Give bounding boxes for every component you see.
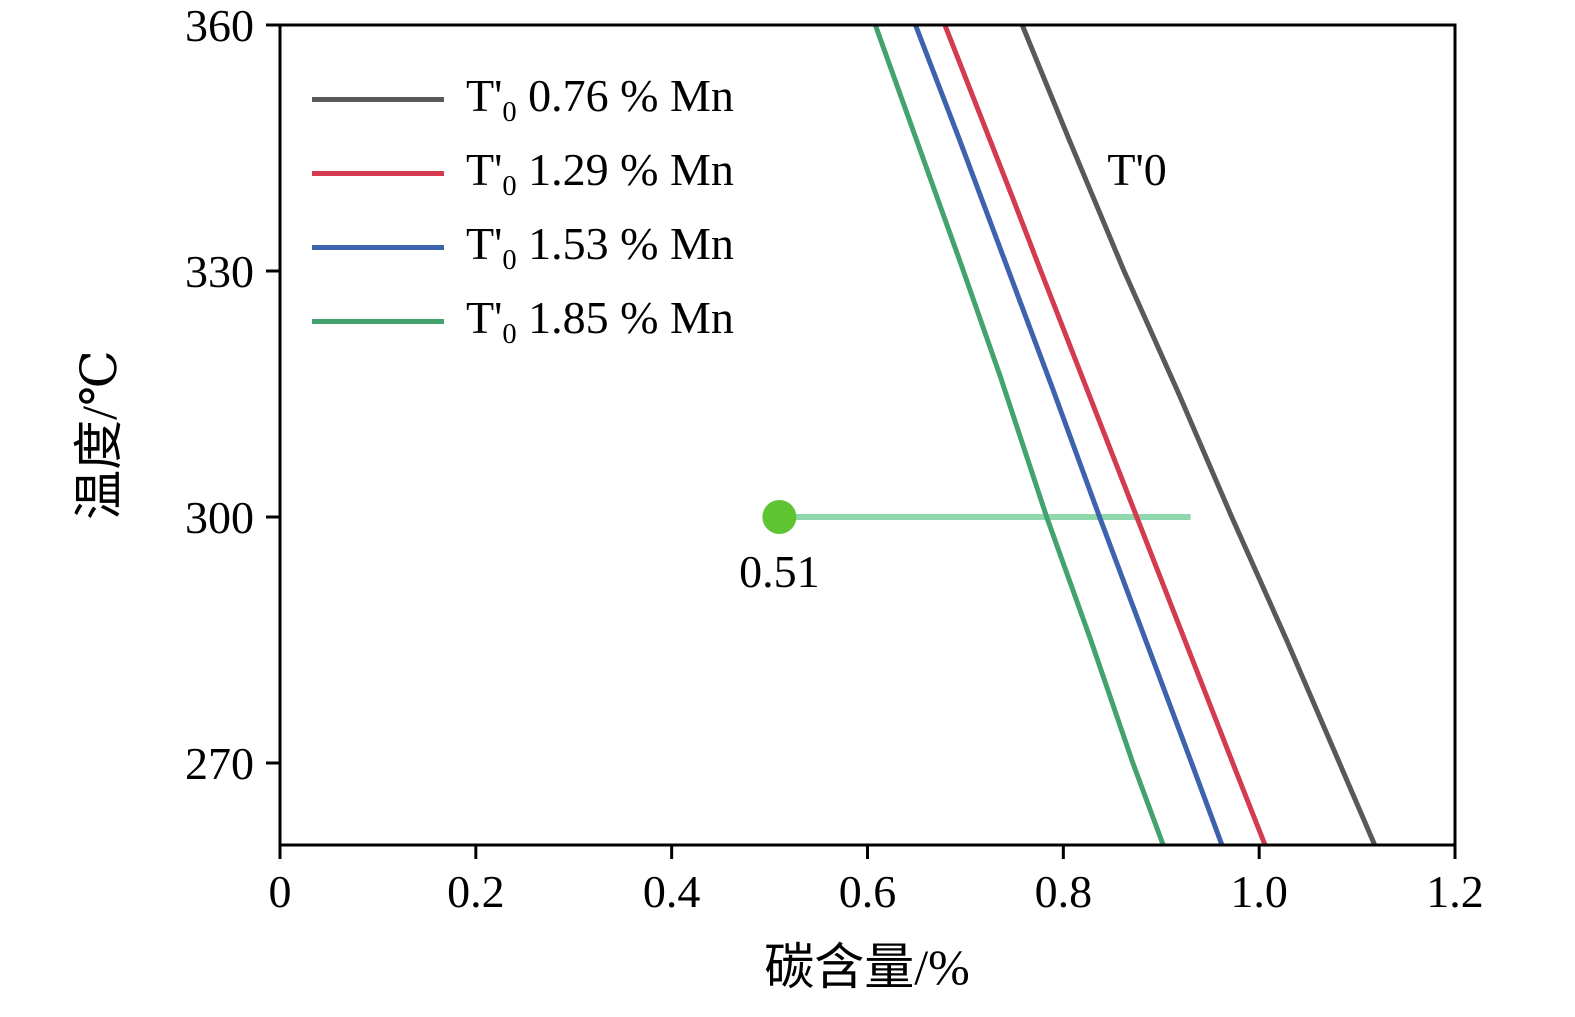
y-axis-label: 温度/℃ — [71, 350, 127, 520]
y-tick-label: 300 — [185, 492, 254, 543]
x-tick-label: 1.0 — [1230, 866, 1288, 917]
legend-item: T'0 1.29 % Mn — [312, 136, 734, 210]
legend-item: T'0 1.53 % Mn — [312, 210, 734, 284]
x-axis-label: 碳含量/% — [764, 939, 970, 995]
x-tick-label: 0.4 — [643, 866, 701, 917]
x-tick-label: 0.8 — [1035, 866, 1093, 917]
series-line-t0-153mn — [913, 25, 1225, 845]
legend-line-swatch — [312, 170, 444, 176]
x-tick-label: 1.2 — [1426, 866, 1484, 917]
legend-line-swatch — [312, 96, 444, 102]
marker-label: 0.51 — [739, 546, 820, 597]
legend-label: T'0 1.53 % Mn — [466, 217, 734, 277]
series-line-t0-129mn — [942, 25, 1268, 845]
y-tick-label: 360 — [185, 0, 254, 51]
legend-item: T'0 1.85 % Mn — [312, 284, 734, 358]
x-tick-label: 0.6 — [839, 866, 897, 917]
legend-item: T'0 0.76 % Mn — [312, 62, 734, 136]
series-line-t0-185mn — [872, 25, 1166, 845]
legend-line-swatch — [312, 318, 444, 324]
y-tick-label: 330 — [185, 246, 254, 297]
series-group — [872, 25, 1378, 845]
x-tick-label: 0.2 — [447, 866, 505, 917]
legend: T'0 0.76 % Mn T'0 1.29 % Mn T'0 1.53 % M… — [312, 62, 734, 358]
legend-line-swatch — [312, 244, 444, 250]
marker-dot — [762, 500, 797, 534]
series-line-t0-076mn — [1019, 25, 1378, 845]
annotation-t0: T'0 — [1107, 143, 1167, 195]
legend-label: T'0 1.85 % Mn — [466, 291, 734, 351]
x-tick-label: 0 — [269, 866, 292, 917]
legend-label: T'0 0.76 % Mn — [466, 69, 734, 129]
legend-label: T'0 1.29 % Mn — [466, 143, 734, 203]
y-tick-label: 270 — [185, 738, 254, 789]
